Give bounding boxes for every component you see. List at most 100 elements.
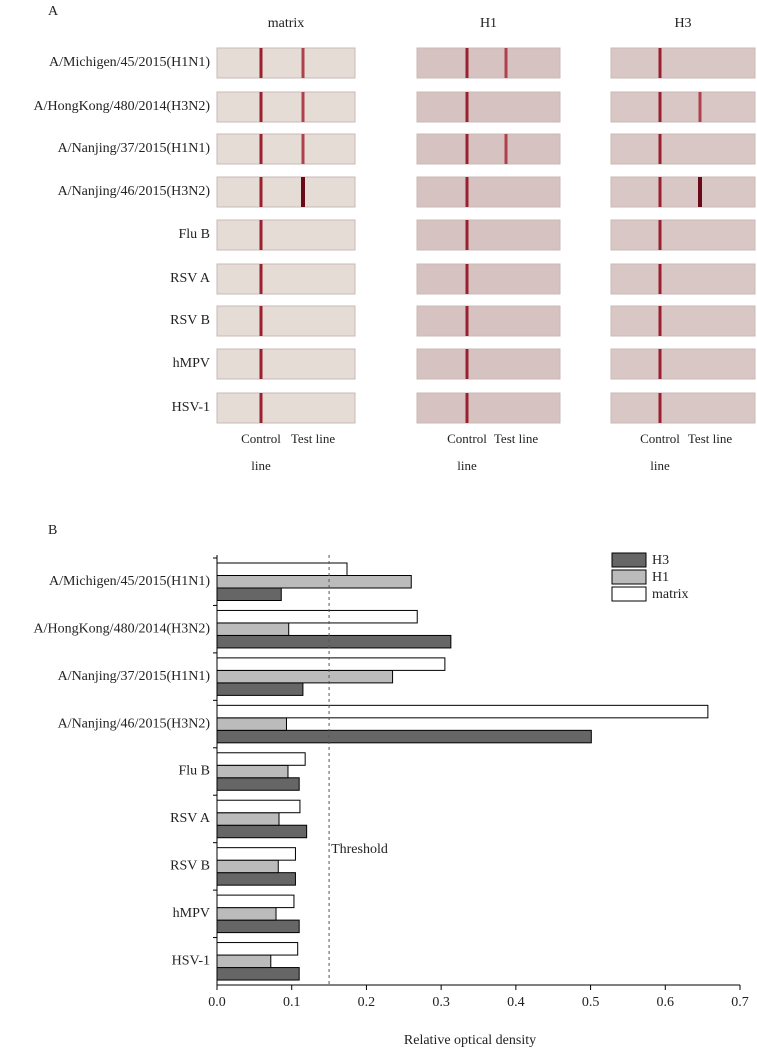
test-strip <box>216 392 356 424</box>
bar <box>216 859 279 874</box>
y-tick-label: A/Nanjing/46/2015(H3N2) <box>58 716 211 731</box>
panel-label: A <box>48 4 59 19</box>
bar <box>216 682 304 696</box>
bar <box>216 752 306 766</box>
test-strip <box>610 392 756 424</box>
bar <box>216 847 296 861</box>
bar <box>216 777 300 791</box>
test-strip <box>610 263 756 295</box>
row-label: A/Michigen/45/2015(H1N1) <box>49 55 210 70</box>
test-strip <box>216 176 356 208</box>
y-tick-label: RSV A <box>170 811 211 826</box>
row-label: A/Nanjing/37/2015(H1N1) <box>58 141 211 156</box>
test-strip <box>610 91 756 123</box>
y-tick-label: RSV B <box>170 859 210 874</box>
bar <box>216 824 308 839</box>
column-header: H3 <box>674 16 691 31</box>
bar <box>216 717 287 731</box>
test-label: Test line <box>687 431 733 446</box>
bar <box>216 729 592 744</box>
test-strip <box>216 91 356 123</box>
bar <box>216 954 272 969</box>
row-label: A/HongKong/480/2014(H3N2) <box>33 99 210 114</box>
row-label: A/Nanjing/46/2015(H3N2) <box>58 184 211 199</box>
row-label: RSV A <box>170 271 211 286</box>
control-label: Control line <box>447 431 487 473</box>
row-label: Flu B <box>178 227 210 242</box>
x-tick-label: 0.3 <box>432 995 450 1010</box>
y-tick-label: HSV-1 <box>172 953 210 968</box>
bar <box>216 907 277 921</box>
bar <box>216 799 301 814</box>
legend-label: matrix <box>652 587 689 602</box>
test-strip <box>610 305 756 337</box>
bar <box>216 657 446 671</box>
panel-label: B <box>48 523 57 538</box>
row-label: HSV-1 <box>172 400 210 415</box>
test-strip <box>416 305 561 337</box>
test-strip <box>610 47 756 79</box>
bar <box>216 812 280 826</box>
x-tick-label: 0.0 <box>208 995 226 1010</box>
test-strip <box>216 348 356 380</box>
test-strip <box>416 47 561 79</box>
bar <box>216 562 348 576</box>
test-strip <box>610 133 756 165</box>
column-header: H1 <box>480 16 497 31</box>
control-label: Control line <box>241 431 281 473</box>
x-tick-label: 0.6 <box>657 995 675 1010</box>
bar <box>216 872 296 886</box>
bar <box>216 575 412 589</box>
bar <box>216 634 452 649</box>
test-strip <box>216 133 356 165</box>
test-strip <box>610 348 756 380</box>
bar <box>216 587 282 601</box>
legend-swatch <box>611 586 647 602</box>
legend-label: H3 <box>652 553 669 568</box>
y-tick-label: A/HongKong/480/2014(H3N2) <box>33 621 210 636</box>
test-strip <box>416 392 561 424</box>
bar <box>216 764 289 779</box>
bar <box>216 609 418 624</box>
row-label: hMPV <box>173 356 210 371</box>
bar <box>216 669 394 684</box>
test-strip <box>416 91 561 123</box>
x-tick-label: 0.7 <box>731 995 749 1010</box>
legend-swatch <box>611 552 647 568</box>
test-strip <box>416 348 561 380</box>
bar <box>216 622 290 636</box>
test-strip <box>416 176 561 208</box>
bar <box>216 919 300 934</box>
bar <box>216 894 295 909</box>
row-label: RSV B <box>170 313 210 328</box>
legend-swatch <box>611 569 647 585</box>
legend-label: H1 <box>652 570 669 585</box>
test-strip <box>416 263 561 295</box>
test-strip <box>216 47 356 79</box>
x-tick-label: 0.5 <box>582 995 600 1010</box>
y-tick-label: A/Michigen/45/2015(H1N1) <box>49 574 210 589</box>
column-header: matrix <box>268 16 305 31</box>
x-tick-label: 0.2 <box>358 995 376 1010</box>
test-strip <box>416 133 561 165</box>
test-strip <box>216 305 356 337</box>
test-label: Test line <box>493 431 539 446</box>
test-strip <box>216 263 356 295</box>
bar <box>216 704 709 719</box>
bar <box>216 942 299 956</box>
y-tick-label: Flu B <box>178 764 210 779</box>
x-tick-label: 0.4 <box>507 995 525 1010</box>
test-strip <box>416 219 561 251</box>
x-tick-label: 0.1 <box>283 995 301 1010</box>
y-tick-label: A/Nanjing/37/2015(H1N1) <box>58 669 211 684</box>
x-axis-label: Relative optical density <box>404 1033 536 1048</box>
bar <box>216 967 300 981</box>
test-strip <box>610 176 756 208</box>
y-tick-label: hMPV <box>173 906 210 921</box>
threshold-label: Threshold <box>331 842 388 857</box>
control-label: Control line <box>640 431 680 473</box>
test-strip <box>610 219 756 251</box>
test-label: Test line <box>290 431 336 446</box>
